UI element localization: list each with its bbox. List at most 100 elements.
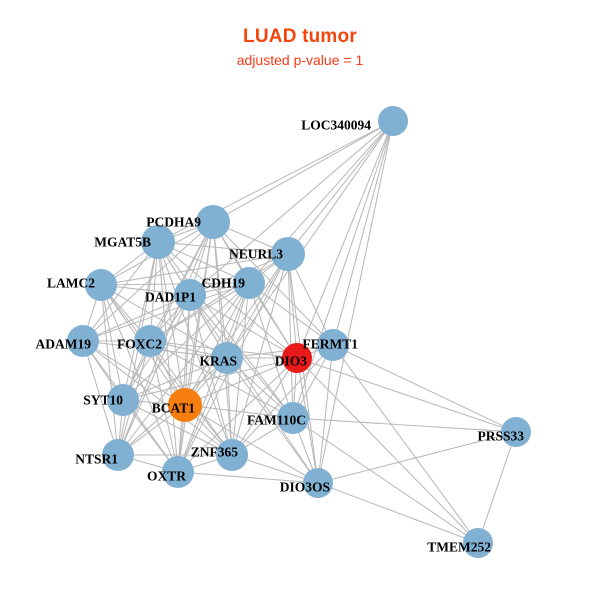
graph-node-syt10[interactable] — [107, 384, 139, 416]
graph-edge — [226, 357, 319, 484]
graph-edge — [332, 344, 517, 433]
graph-edge — [317, 431, 517, 484]
graph-edge — [157, 241, 179, 473]
graph-node-label-kras: KRAS — [199, 354, 237, 369]
graph-node-pcdha9[interactable] — [196, 205, 230, 239]
graph-edge — [332, 344, 479, 544]
graph-node-label-foxc2: FOXC2 — [117, 337, 162, 352]
graph-edge — [226, 253, 289, 359]
graph-edge — [177, 282, 250, 473]
graph-edge — [287, 253, 298, 359]
graph-edge — [82, 241, 159, 342]
graph-node-cdh19[interactable] — [233, 267, 265, 299]
graph-node-label-znf365: ZNF365 — [191, 445, 239, 460]
graph-edge — [317, 482, 479, 544]
graph-edge — [184, 404, 294, 419]
graph-edge — [477, 431, 517, 544]
graph-edge — [157, 241, 233, 456]
graph-node-prss33[interactable] — [501, 417, 531, 447]
graph-node-neurl3[interactable] — [271, 237, 305, 271]
graph-edge — [287, 120, 394, 255]
node-label-layer: LOC340094 PCDHA9 MGAT5B NEURL3 LAMC2 CDH19 DAD… — [36, 118, 525, 555]
graph-node-bcat1[interactable] — [168, 388, 202, 422]
graph-edge — [296, 357, 479, 544]
graph-node-kras[interactable] — [211, 342, 243, 374]
graph-edge — [226, 344, 334, 359]
graph-edge — [317, 344, 334, 484]
graph-node-tmem252[interactable] — [463, 528, 493, 558]
graph-edge — [82, 340, 186, 406]
graph-edge — [100, 284, 228, 359]
graph-node-dad1p1[interactable] — [174, 279, 206, 311]
graph-node-dio3os[interactable] — [303, 468, 333, 498]
graph-edge — [177, 357, 298, 473]
graph-edge — [149, 340, 294, 419]
graph-edge — [292, 120, 394, 419]
graph-node-fam110c[interactable] — [277, 402, 309, 434]
edge-layer — [82, 120, 517, 544]
graph-edge — [226, 120, 394, 359]
graph-edge — [122, 399, 233, 456]
graph-edge — [292, 417, 517, 433]
graph-edge — [248, 282, 294, 419]
graph-edge — [184, 357, 298, 406]
graph-node-mgat5b[interactable] — [141, 225, 175, 259]
graph-node-ntsr1[interactable] — [102, 439, 134, 471]
graph-edge — [82, 340, 233, 456]
graph-node-label-ntsr1: NTSR1 — [75, 452, 118, 467]
graph-node-loc340094[interactable] — [378, 106, 408, 136]
graph-edge — [231, 344, 334, 456]
graph-node-znf365[interactable] — [216, 439, 248, 471]
graph-edge — [292, 417, 479, 544]
node-layer — [67, 106, 531, 558]
graph-node-label-prss33: PRSS33 — [477, 429, 524, 444]
graph-edge — [248, 282, 334, 346]
graph-edge — [212, 120, 394, 223]
graph-node-fermt1[interactable] — [317, 329, 349, 361]
graph-node-label-fermt1: FERMT1 — [303, 337, 359, 352]
graph-node-label-dad1p1: DAD1P1 — [145, 290, 196, 305]
graph-edge — [189, 294, 319, 484]
graph-edge — [100, 284, 233, 456]
graph-node-label-syt10: SYT10 — [83, 393, 123, 408]
graph-node-label-adam19: ADAM19 — [36, 337, 92, 352]
graph-edge — [332, 120, 394, 346]
graph-node-label-lamc2: LAMC2 — [47, 276, 95, 291]
graph-node-label-tmem252: TMEM252 — [427, 540, 491, 555]
graph-node-label-neurl3: NEURL3 — [229, 247, 283, 262]
graph-node-foxc2[interactable] — [134, 325, 166, 357]
graph-edge — [184, 282, 250, 406]
graph-edge — [149, 340, 179, 473]
graph-edge — [122, 282, 250, 401]
graph-node-oxtr[interactable] — [162, 456, 194, 488]
graph-edge — [231, 253, 289, 456]
graph-node-dio3[interactable] — [282, 343, 312, 373]
graph-edge — [296, 120, 394, 359]
graph-edge — [296, 357, 517, 433]
graph-edge — [177, 471, 319, 484]
graph-edge — [157, 241, 289, 255]
graph-node-label-loc340094: LOC340094 — [301, 118, 371, 133]
graph-edge — [184, 404, 319, 484]
graph-edge — [100, 284, 119, 456]
graph-edge — [122, 357, 298, 401]
graph-edge — [287, 253, 294, 419]
graph-edge — [100, 284, 124, 401]
graph-edge — [212, 221, 233, 456]
graph-edge — [117, 282, 250, 456]
graph-edge — [100, 253, 289, 286]
graph-node-lamc2[interactable] — [85, 269, 117, 301]
graph-node-label-fam110c: FAM110C — [247, 413, 306, 428]
graph-node-adam19[interactable] — [67, 325, 99, 357]
graph-node-label-dio3: DIO3 — [275, 354, 308, 369]
graph-edge — [189, 294, 298, 359]
graph-edge — [122, 357, 228, 401]
graph-edge — [177, 294, 191, 473]
graph-node-label-bcat1: BCAT1 — [152, 401, 196, 416]
graph-edge — [189, 120, 394, 296]
graph-node-label-oxtr: OXTR — [147, 469, 186, 484]
graph-edge — [82, 282, 250, 342]
graph-node-label-dio3os: DIO3OS — [280, 480, 330, 495]
